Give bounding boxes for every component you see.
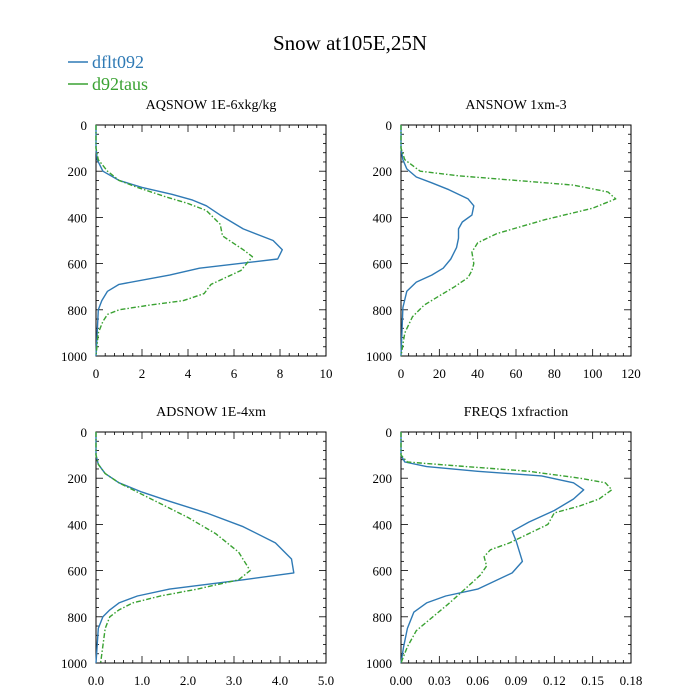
panel-ansnow: ANSNOW 1xm-3 0 20 40 60 80 100 120 0 200 400 600 800… [366, 98, 641, 381]
panel-aqsnow-title: AQSNOW 1E-6xkg/kg [146, 98, 277, 113]
panel-aqsnow-ytick-label: 1000 [61, 349, 87, 364]
panel-adsnow-xtick-label: 2.0 [180, 673, 196, 688]
panel-freqs-title: FREQS 1xfraction [464, 405, 569, 420]
panel-aqsnow-frame [95, 124, 327, 357]
panel-ansnow-xtick-label: 20 [433, 366, 446, 381]
panel-adsnow-ytick-label: 800 [68, 610, 88, 625]
panel-adsnow: ADSNOW 1E-4xm 0.0 1.0 2.0 3.0 4.0 5.0 0 200 400 60… [61, 405, 334, 688]
panel-adsnow-xtick-label: 4.0 [272, 673, 288, 688]
panel-freqs-xtick-label: 0.03 [428, 673, 451, 688]
panel-aqsnow-xtick-label: 10 [320, 366, 333, 381]
panel-ansnow-ytick-label: 0 [386, 118, 393, 133]
panel-freqs-ytick-label: 400 [373, 517, 393, 532]
panel-adsnow-xtick-label: 1.0 [134, 673, 150, 688]
panel-freqs-ytick-label: 200 [373, 471, 393, 486]
panel-aqsnow-ytick-label: 800 [68, 303, 88, 318]
panel-freqs-frame [400, 431, 632, 664]
panel-adsnow-ytick-label: 600 [68, 564, 88, 579]
panel-adsnow-xtick-label: 5.0 [318, 673, 334, 688]
panel-aqsnow-xtick-label: 4 [185, 366, 192, 381]
panel-ansnow-ytick-label: 400 [373, 210, 393, 225]
panel-ansnow-xtick-label: 120 [621, 366, 641, 381]
panel-adsnow-series-dflt092 [95, 432, 295, 664]
panel-freqs-xtick-label: 0.09 [505, 673, 528, 688]
panel-freqs-xtick-label: 0.00 [390, 673, 413, 688]
panel-ansnow-xtick-label: 100 [583, 366, 603, 381]
panel-adsnow-series-d92taus [95, 432, 251, 664]
panel-ansnow-xtick-label: 60 [510, 366, 523, 381]
panel-freqs-ytick-label: 0 [386, 425, 393, 440]
panel-adsnow-xtick-label: 0.0 [88, 673, 104, 688]
panel-adsnow-xtick-label: 3.0 [226, 673, 242, 688]
panel-adsnow-ytick-label: 0 [81, 425, 88, 440]
panel-freqs-xtick-label: 0.18 [620, 673, 643, 688]
panel-ansnow-ytick-label: 200 [373, 164, 393, 179]
panel-aqsnow-xtick-label: 2 [139, 366, 146, 381]
panel-freqs-xtick-label: 0.06 [466, 673, 489, 688]
panel-aqsnow-xtick-label: 0 [93, 366, 100, 381]
panel-freqs: FREQS 1xfraction 0.00 0.03 0.06 0.09 0.12 0.15… [366, 405, 642, 688]
panel-ansnow-ytick-label: 800 [373, 303, 393, 318]
panel-adsnow-frame [95, 431, 327, 664]
panel-freqs-ytick-label: 1000 [366, 656, 392, 671]
panel-freqs-series-dflt092 [400, 432, 585, 664]
panel-aqsnow-xtick-label: 8 [277, 366, 284, 381]
panel-ansnow-frame [400, 124, 632, 357]
panel-ansnow-xtick-label: 0 [398, 366, 405, 381]
panel-adsnow-ytick-label: 1000 [61, 656, 87, 671]
panel-freqs-ytick-label: 600 [373, 564, 393, 579]
legend-label-d92taus: d92taus [92, 74, 148, 94]
figure-title: Snow at105E,25N [273, 31, 427, 55]
panel-freqs-ytick-label: 800 [373, 610, 393, 625]
panel-ansnow-ytick-label: 600 [373, 257, 393, 272]
panel-aqsnow-xtick-label: 6 [231, 366, 238, 381]
panel-adsnow-ytick-label: 200 [68, 471, 88, 486]
panel-ansnow-xtick-label: 80 [548, 366, 561, 381]
panel-aqsnow-ytick-label: 200 [68, 164, 88, 179]
legend-label-dflt092: dflt092 [92, 52, 144, 72]
panel-freqs-series-d92taus [400, 432, 613, 664]
panel-freqs-xtick-label: 0.15 [581, 673, 604, 688]
panel-adsnow-title: ADSNOW 1E-4xm [156, 405, 266, 420]
panel-aqsnow: AQSNOW 1E-6xkg/kg 0 2 4 6 8 10 0 200 400 600 800 100… [61, 98, 333, 381]
panel-ansnow-series-dflt092 [400, 125, 475, 357]
panel-ansnow-title: ANSNOW 1xm-3 [465, 98, 566, 113]
panel-adsnow-ytick-label: 400 [68, 517, 88, 532]
panel-aqsnow-series-d92taus [95, 125, 254, 357]
legend: dflt092 d92taus [68, 52, 148, 94]
panel-aqsnow-ytick-label: 400 [68, 210, 88, 225]
panel-aqsnow-ytick-label: 600 [68, 257, 88, 272]
panel-freqs-xtick-label: 0.12 [543, 673, 566, 688]
panel-ansnow-ytick-label: 1000 [366, 349, 392, 364]
panel-ansnow-series-d92taus [400, 125, 617, 357]
panel-aqsnow-series-dflt092 [95, 125, 283, 357]
panel-aqsnow-ytick-label: 0 [81, 118, 88, 133]
panel-ansnow-xtick-label: 40 [471, 366, 484, 381]
